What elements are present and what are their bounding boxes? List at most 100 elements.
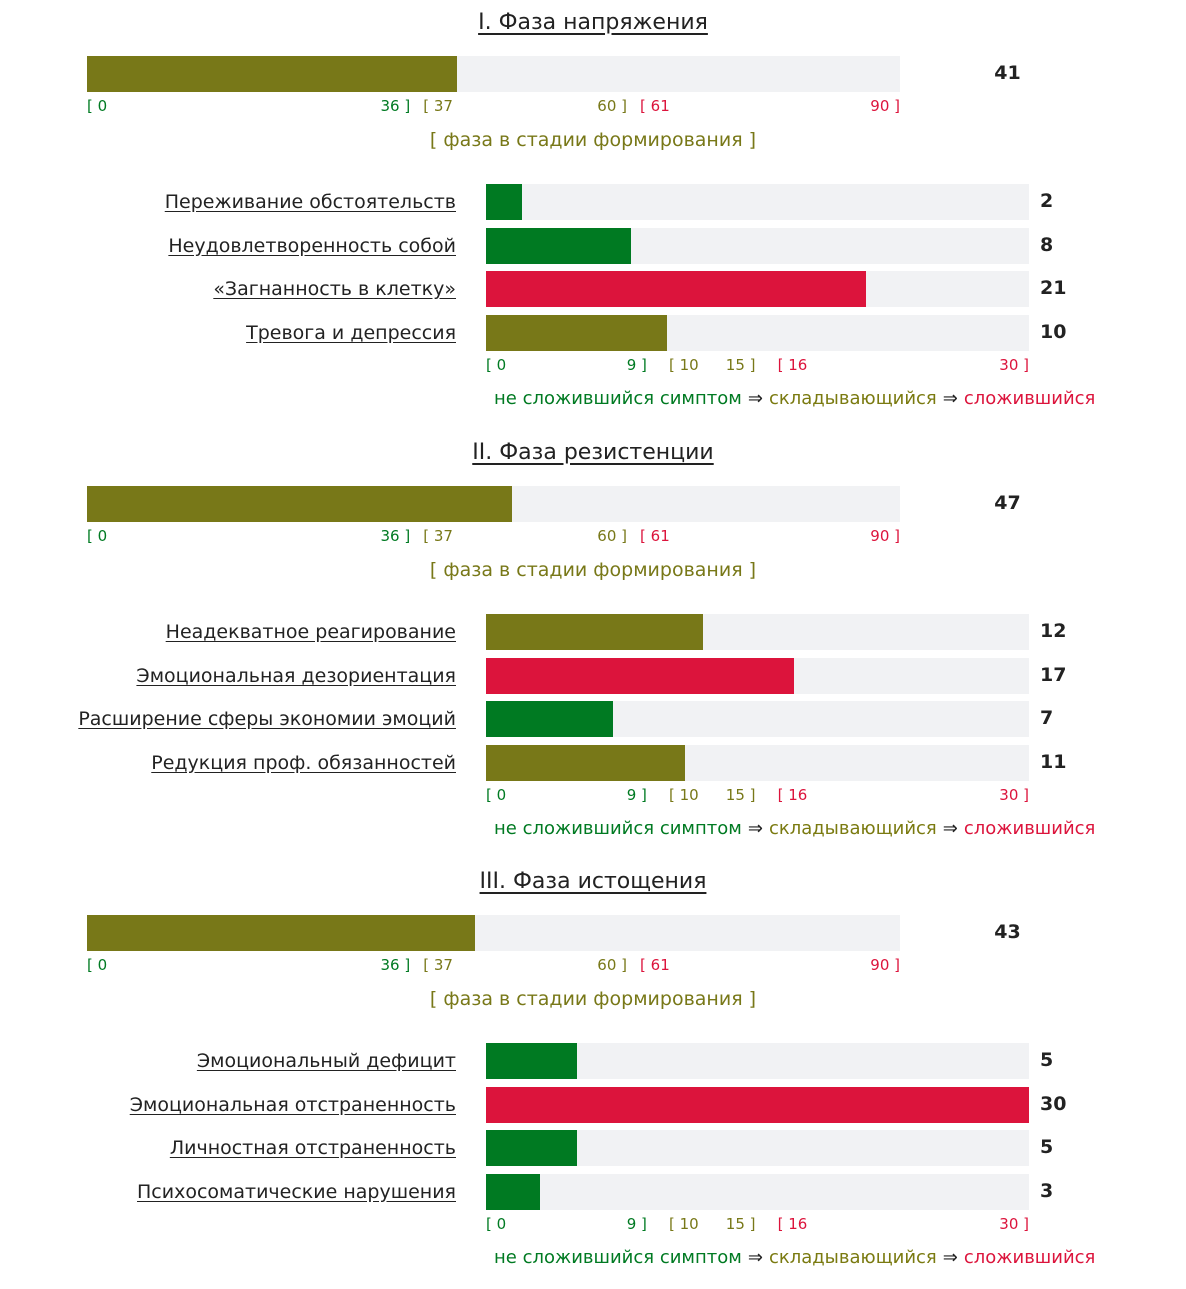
symptom-link[interactable]: Психосоматические нарушения [137,1180,456,1203]
symptom-score: 5 [1040,1049,1054,1071]
symptom-score: 21 [1040,277,1067,299]
symptom-link[interactable]: Расширение сферы экономии эмоций [78,708,456,730]
symptom-scale: [ 0 9 ] [ 10 15 ] [ 16 30 ] [486,356,1029,374]
symptom-bar-fill [486,744,686,781]
symptom-bar-track [486,184,1029,220]
scale-tick-label: [ 16 [777,786,808,804]
legend-arrow: ⇒ [942,1247,958,1268]
scale-tick-label: 30 ] [999,1215,1029,1233]
symptom-score: 7 [1040,707,1054,729]
symptom-link[interactable]: Тревога и депрессия [246,321,456,344]
symptom-bar-track [486,227,1029,264]
phase-section: III. Фаза истощения 43 [ 0 36 ] [ 37 60 ] [ 61… [0,859,1186,1289]
symptom-link[interactable]: Редукция проф. обязанностей [151,751,456,774]
symptom-link[interactable]: «Загнанность в клетку» [213,278,456,300]
symptom-bar-fill [486,614,704,650]
legend-not-formed: не сложившийся симптом [494,388,742,409]
phase-title[interactable]: I. Фаза напряжения [478,10,708,35]
symptom-link[interactable]: Личностная отстраненность [169,1137,456,1159]
symptom-bar-track [486,657,1029,694]
symptom-bar-fill [486,1043,577,1079]
phase-scale: [ 0 36 ] [ 37 60 ] [ 61 90 ] [87,527,900,545]
symptom-score: 30 [1040,1092,1067,1115]
symptom-row: Личностная отстраненность 5 [0,1130,1186,1166]
symptom-score: 8 [1040,233,1054,256]
scale-tick-label: [ 61 [640,97,670,115]
symptom-bar-fill [486,227,631,264]
symptom-score: 11 [1040,750,1067,773]
scale-tick-label: [ 0 [87,956,108,974]
scale-tick-label: 30 ] [999,356,1029,374]
legend-not-formed: не сложившийся симптом [494,818,742,839]
scale-tick-label: 90 ] [870,527,900,545]
phase-section: II. Фаза резистенции 47 [ 0 36 ] [ 37 60 ] [ 6… [0,430,1186,860]
symptom-bar-track [486,701,1029,737]
phase-title[interactable]: II. Фаза резистенции [472,440,714,465]
symptom-row: Расширение сферы экономии эмоций 7 [0,701,1186,737]
scale-tick-label: 60 ] [597,956,627,974]
symptom-bar-track [486,744,1029,781]
scale-tick-label: [ 37 [423,97,453,115]
symptom-bar-fill [486,314,667,351]
phase-title[interactable]: III. Фаза истощения [479,869,707,894]
symptom-scale: [ 0 9 ] [ 10 15 ] [ 16 30 ] [486,786,1029,804]
scale-tick-label: 36 ] [380,97,411,115]
phase-status: [ фаза в стадии формирования ] [429,559,757,581]
phase-status: [ фаза в стадии формирования ] [429,129,757,151]
scale-tick-label: [ 61 [640,527,670,545]
scale-tick-label: 30 ] [999,786,1029,804]
scale-tick-label: 60 ] [597,97,627,115]
legend-arrow: ⇒ [942,388,958,409]
symptom-row: Неудовлетворенность собой 8 [0,227,1186,264]
symptom-row: Эмоциональный дефицит 5 [0,1043,1186,1079]
symptom-link[interactable]: Эмоциональная отстраненность [129,1093,456,1116]
symptom-score: 17 [1040,663,1067,686]
symptom-legend: не сложившийся симптом ⇒ складывающийся ⇒ сл… [494,1247,1095,1268]
legend-forming: складывающийся [768,818,937,839]
scale-tick-label: [ 10 [669,786,699,804]
scale-tick-label: 9 ] [626,1215,647,1233]
scale-tick-label: 60 ] [597,527,627,545]
symptom-score: 3 [1040,1179,1054,1202]
symptom-score: 2 [1040,190,1054,212]
phase-bar-track [87,56,900,92]
legend-formed: сложившийся [963,818,1096,839]
symptom-score: 10 [1040,320,1067,343]
phase-section: I. Фаза напряжения 41 [ 0 36 ] [ 37 60 ] [ 61 9… [0,0,1186,430]
symptom-link[interactable]: Неадекватное реагирование [165,621,456,643]
phase-bar-track [87,915,900,951]
phase-bar-fill [87,56,458,92]
scale-tick-label: 15 ] [725,786,756,804]
phase-status: [ фаза в стадии формирования ] [429,988,757,1010]
symptom-bar-fill [486,701,613,737]
symptom-row: Эмоциональная дезориентация 17 [0,657,1186,694]
scale-tick-label: [ 0 [486,786,507,804]
legend-forming: складывающийся [768,1247,937,1268]
symptom-link[interactable]: Эмоциональная дезориентация [136,664,456,687]
symptom-row: Неадекватное реагирование 12 [0,614,1186,650]
symptom-link[interactable]: Эмоциональный дефицит [196,1050,456,1072]
symptom-bar-fill [486,1086,1029,1123]
symptom-score: 5 [1040,1136,1054,1158]
phase-scale: [ 0 36 ] [ 37 60 ] [ 61 90 ] [87,956,900,974]
phase-score: 47 [994,492,1021,514]
symptom-bar-track [486,614,1029,650]
scale-tick-label: [ 16 [777,1215,808,1233]
symptom-link[interactable]: Переживание обстоятельств [164,191,456,213]
scale-tick-label: [ 0 [87,527,108,545]
symptom-link[interactable]: Неудовлетворенность собой [168,234,456,257]
symptom-bar-track [486,1130,1029,1166]
legend-arrow: ⇒ [942,818,958,839]
symptom-legend: не сложившийся симптом ⇒ складывающийся ⇒ сл… [494,388,1095,409]
scale-tick-label: [ 0 [486,356,507,374]
symptom-legend: не сложившийся симптом ⇒ складывающийся ⇒ сл… [494,818,1095,839]
symptom-bar-track [486,271,1029,307]
legend-arrow: ⇒ [747,1247,763,1268]
legend-arrow: ⇒ [747,818,763,839]
scale-tick-label: 15 ] [725,356,756,374]
scale-tick-label: [ 16 [777,356,808,374]
legend-formed: сложившийся [963,1247,1096,1268]
phase-bar-fill [87,486,512,522]
symptom-bar-track [486,1173,1029,1210]
phase-score: 41 [994,62,1021,84]
